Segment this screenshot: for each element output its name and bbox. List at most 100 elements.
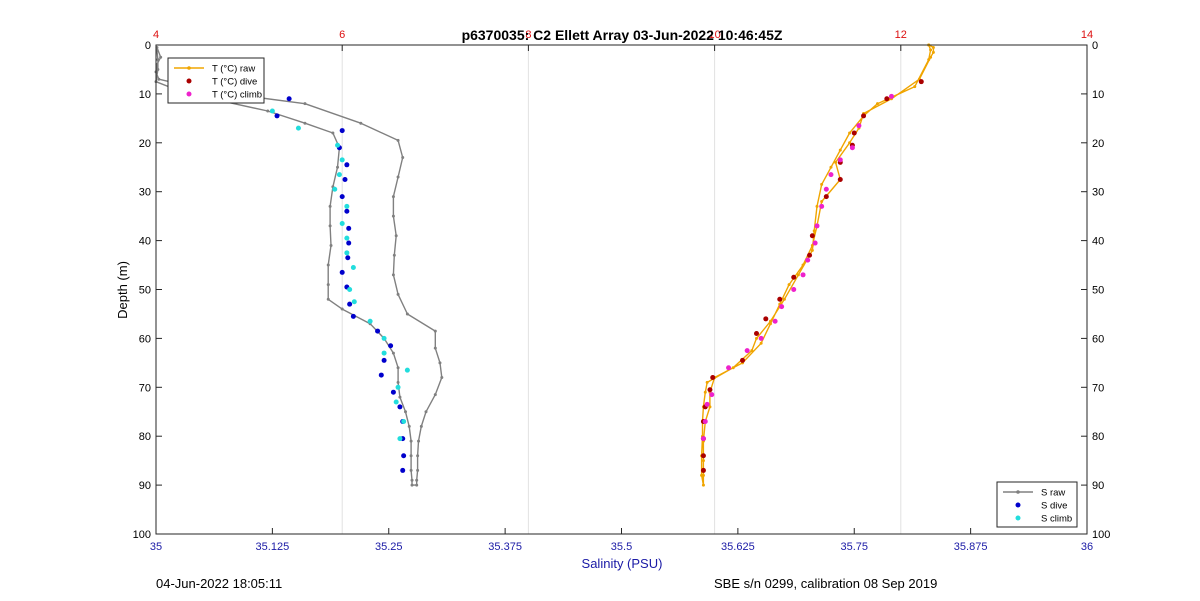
- t-c-dive-point: [707, 387, 713, 393]
- depth-tick-label-right: 90: [1092, 480, 1104, 492]
- depth-tick-label-left: 10: [139, 89, 151, 101]
- legend-marker-swatch: [187, 66, 191, 70]
- depth-tick-label-right: 70: [1092, 382, 1104, 394]
- depth-tick-label-right: 10: [1092, 89, 1104, 101]
- legend-box: [996, 481, 1078, 528]
- s-dive-point: [342, 176, 348, 182]
- s-raw-marker: [359, 121, 363, 125]
- s-dive-point: [381, 357, 387, 363]
- t-c-climb-point: [800, 272, 806, 278]
- depth-tick-label-left: 0: [145, 40, 151, 52]
- t-c-climb-point: [812, 240, 818, 246]
- s-climb-point: [332, 186, 338, 192]
- t-c-raw-marker: [759, 341, 763, 345]
- temperature-tick-label: 4: [153, 29, 159, 41]
- t-c-climb-point: [779, 304, 785, 310]
- t-c-climb-point: [726, 365, 732, 371]
- t-c-raw-marker: [820, 182, 824, 186]
- temperature-legend: T (°C) raw T (°C) dive T (°C) climb: [167, 57, 265, 104]
- s-raw-marker: [394, 234, 398, 238]
- salinity-tick-label: 36: [1081, 541, 1093, 553]
- t-c-raw-marker: [848, 141, 852, 145]
- salinity-tick-label: 35.75: [840, 541, 868, 553]
- depth-tick-label-right: 80: [1092, 431, 1104, 443]
- s-climb-point: [395, 384, 401, 390]
- t-c-raw-marker: [876, 102, 880, 106]
- t-c-raw-marker: [929, 48, 933, 52]
- t-c-climb-point: [819, 203, 825, 209]
- s-raw-marker: [391, 351, 395, 355]
- s-raw-marker: [410, 478, 414, 482]
- t-c-dive-point: [861, 113, 867, 119]
- t-c-raw-marker: [834, 160, 838, 164]
- t-c-raw-marker: [820, 199, 824, 203]
- legend-marker-swatch: [1016, 490, 1020, 494]
- s-climb-point: [397, 436, 403, 442]
- s-climb-point: [339, 220, 345, 226]
- temperature-tick-label: 10: [708, 29, 720, 41]
- t-c-dive-point: [700, 453, 706, 459]
- s-climb-point: [295, 125, 301, 131]
- s-dive-point: [347, 301, 353, 307]
- t-c-climb-point: [704, 401, 710, 407]
- salinity-tick-label: 35.375: [488, 541, 522, 553]
- s-climb-point: [336, 172, 342, 178]
- t-c-dive-point: [884, 96, 890, 102]
- t-c-climb-point: [837, 157, 843, 163]
- s-dive-point: [274, 113, 280, 119]
- y-axis-label: Depth (m): [115, 261, 130, 319]
- legend-dot-swatch: [1015, 502, 1021, 508]
- depth-tick-label-left: 90: [139, 480, 151, 492]
- footer-calibration: SBE s/n 0299, calibration 08 Sep 2019: [714, 576, 938, 591]
- s-raw-marker: [340, 307, 344, 311]
- s-raw-marker: [396, 138, 400, 142]
- depth-tick-label-right: 30: [1092, 187, 1104, 199]
- legend-entry-label: S raw: [1041, 488, 1065, 499]
- legend-entry-label: S dive: [1041, 501, 1067, 512]
- t-c-dive-point: [851, 130, 857, 136]
- s-climb-point: [335, 142, 341, 148]
- s-raw-marker: [401, 155, 405, 159]
- t-c-raw-marker: [768, 322, 772, 326]
- footer-timestamp: 04-Jun-2022 18:05:11: [156, 576, 283, 591]
- t-c-raw-marker: [750, 349, 754, 353]
- t-c-dive-point: [763, 316, 769, 322]
- s-climb-point: [367, 318, 373, 324]
- t-c-raw-marker: [708, 405, 712, 409]
- t-c-dive-point: [809, 233, 815, 239]
- legend-dot-swatch: [186, 91, 192, 97]
- s-climb-point: [381, 350, 387, 356]
- salinity-tick-label: 35: [150, 541, 162, 553]
- salinity-tick-label: 35.875: [954, 541, 988, 553]
- temperature-tick-label: 12: [895, 29, 907, 41]
- s-climb-point: [393, 399, 399, 405]
- s-raw-marker: [424, 410, 428, 414]
- legend-entry-label: T (°C) dive: [212, 77, 257, 88]
- s-raw-marker: [303, 102, 307, 106]
- s-raw-marker: [398, 395, 402, 399]
- s-climb-point: [404, 367, 410, 373]
- s-raw-marker: [396, 366, 400, 370]
- t-c-climb-point: [709, 392, 715, 398]
- depth-tick-label-right: 0: [1092, 40, 1098, 52]
- t-c-dive-point: [807, 252, 813, 258]
- s-raw-marker: [404, 410, 408, 414]
- s-raw-marker: [156, 58, 160, 62]
- s-dive-point: [350, 313, 356, 319]
- s-raw-marker: [416, 468, 420, 472]
- s-raw-marker: [266, 109, 270, 113]
- t-c-dive-point: [753, 331, 759, 337]
- t-c-climb-point: [805, 257, 811, 263]
- depth-tick-label-right: 100: [1092, 529, 1110, 541]
- t-c-raw-marker: [705, 380, 709, 384]
- s-raw-marker: [415, 483, 419, 487]
- s-dive-point: [344, 208, 350, 214]
- depth-tick-label-left: 80: [139, 431, 151, 443]
- s-raw-marker: [438, 361, 442, 365]
- s-raw-marker: [326, 297, 330, 301]
- depth-tick-label-right: 20: [1092, 138, 1104, 150]
- s-raw-marker: [405, 312, 409, 316]
- s-dive-point: [345, 255, 351, 261]
- t-c-climb-point: [856, 123, 862, 129]
- s-dive-point: [375, 328, 381, 334]
